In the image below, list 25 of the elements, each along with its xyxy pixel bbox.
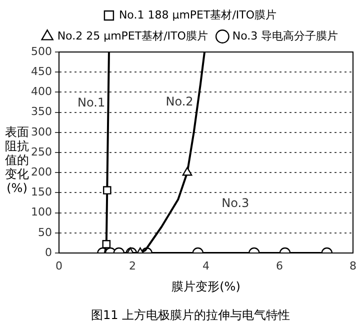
annotation: No.3 (222, 196, 250, 210)
x-tick-label: 6 (276, 259, 283, 272)
x-axis-title: 膜片变形(%) (172, 280, 240, 294)
y-tick-label: 450 (30, 64, 52, 78)
y-tick-label: 250 (30, 145, 52, 158)
text: 图11 上方电极膜片的拉伸与电气特性 (90, 308, 290, 322)
legend-label: No.2 25 μmPET基材/ITO膜片 (57, 29, 208, 42)
legend-label: No.3 导电高分子膜片 (232, 29, 338, 42)
y-tick-label: 100 (30, 206, 52, 219)
x-tick-label: 4 (202, 259, 210, 272)
x-tick-label: 2 (128, 259, 136, 272)
y-tick-label: 400 (30, 85, 52, 98)
y-axis-title: 表面阻抗值的变化(%) (4, 125, 30, 195)
annotation: No.1 (78, 95, 106, 110)
y-tick-label: 500 (30, 44, 52, 58)
x-tick-label: 0 (55, 259, 62, 272)
y-tick-label: 0 (44, 246, 52, 259)
y-tick-label: 350 (30, 105, 52, 118)
y-tick-label: 200 (30, 165, 52, 178)
y-tick-label: 300 (30, 125, 52, 138)
legend-label: No.1 188 μmPET基材/ITO膜片 (118, 8, 277, 22)
annotation: No.2 (166, 94, 194, 108)
y-tick-label: 50 (38, 226, 52, 239)
y-tick-label: 150 (30, 186, 52, 199)
x-tick-label: 8 (350, 259, 356, 272)
